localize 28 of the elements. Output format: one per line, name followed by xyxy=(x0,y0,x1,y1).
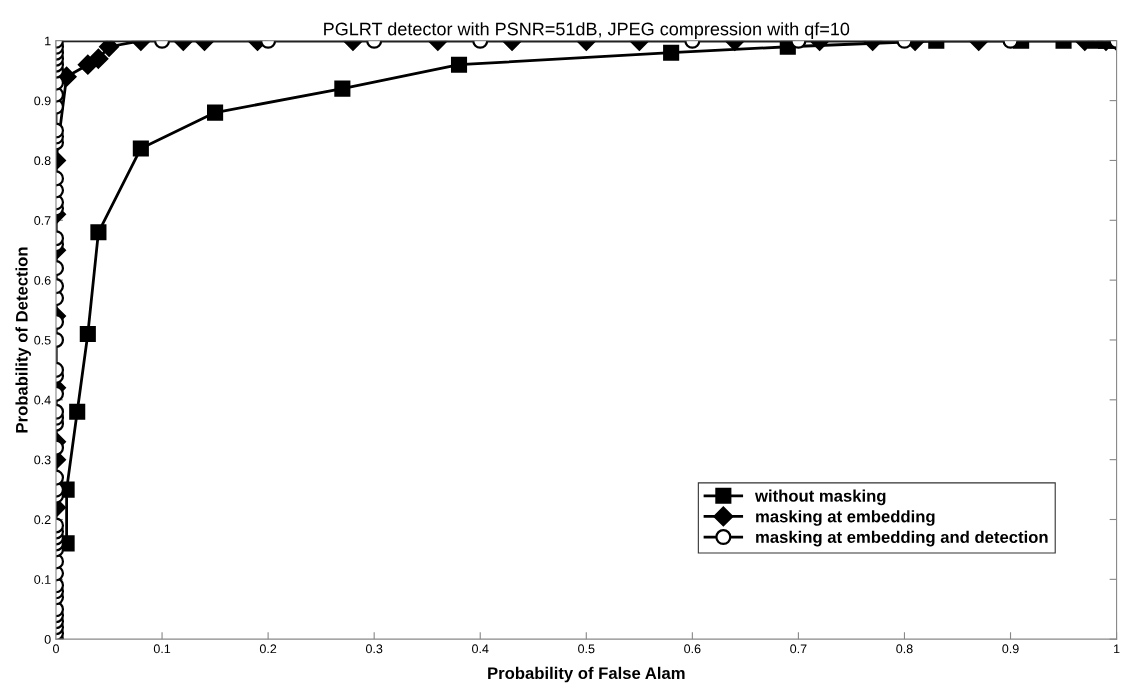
legend-label: masking at embedding and detection xyxy=(756,530,1048,547)
x-tick-label: 1 xyxy=(1114,644,1120,654)
y-tick-label: 0.2 xyxy=(34,515,51,525)
y-tick-label: 0.1 xyxy=(34,575,51,584)
y-tick-label: 1 xyxy=(45,36,51,46)
x-tick-label: 0 xyxy=(53,644,59,654)
x-tick-label: 0.8 xyxy=(896,644,913,654)
y-axis-title: Probability of Detection xyxy=(15,247,31,433)
x-axis-title: Probability of False Alam xyxy=(488,666,685,683)
y-tick-label: 0.3 xyxy=(34,455,51,465)
x-tick-label: 0.2 xyxy=(259,644,277,654)
x-tick-label: 0.6 xyxy=(684,644,701,654)
y-tick-label: 0.6 xyxy=(34,275,51,285)
y-tick-label: 0.8 xyxy=(34,156,51,166)
x-tick-label: 0.1 xyxy=(153,644,171,654)
x-tick-label: 0.5 xyxy=(578,644,595,654)
y-tick-label: 0 xyxy=(44,634,51,644)
x-tick-label: 0.4 xyxy=(472,644,489,654)
legend-label: without masking xyxy=(754,489,886,506)
x-tick-label: 0.3 xyxy=(365,644,383,654)
y-tick-label: 0.5 xyxy=(34,335,51,345)
legend-label: masking at embedding xyxy=(756,510,935,526)
x-tick-label: 0.7 xyxy=(790,644,807,654)
y-tick-label: 0.9 xyxy=(34,96,51,106)
chart-title: PGLRT detector with PSNR=51dB, JPEG compression with qf=10 xyxy=(324,22,850,39)
x-tick-label: 0.9 xyxy=(1002,644,1019,654)
y-tick-label: 0.7 xyxy=(34,216,51,225)
y-tick-label: 0.4 xyxy=(34,395,51,405)
